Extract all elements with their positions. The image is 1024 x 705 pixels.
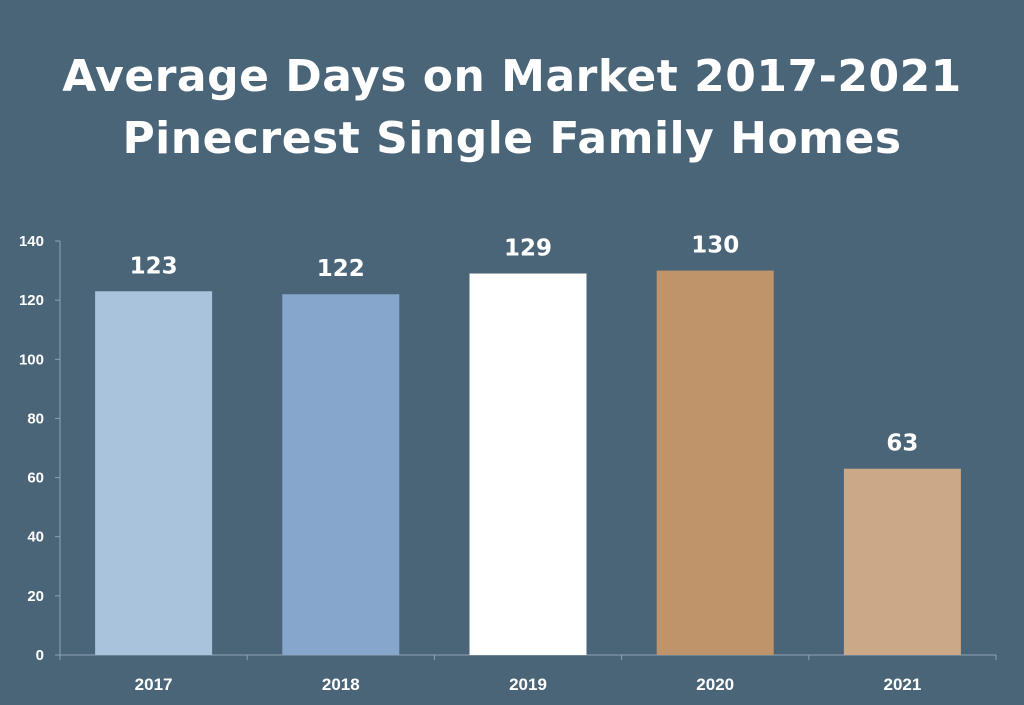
data-label-2017: 123 <box>130 253 178 279</box>
y-tick-label: 20 <box>27 588 44 605</box>
data-label-2021: 63 <box>886 431 918 457</box>
y-tick-label: 140 <box>19 233 44 250</box>
y-axis: 0 20 40 60 80 100 120 140 <box>19 233 61 664</box>
chart-title: Average Days on Market 2017-2021 <box>62 51 962 102</box>
y-tick-label: 100 <box>19 351 44 368</box>
bars <box>95 270 961 655</box>
x-tick-label-2018: 2018 <box>322 675 360 694</box>
data-labels: 123 122 129 130 63 <box>130 233 919 457</box>
y-tick-label: 0 <box>36 647 44 664</box>
bar-2018 <box>282 294 400 655</box>
x-tick-label-2019: 2019 <box>509 675 547 694</box>
chart-title-block: Average Days on Market 2017-2021 Pinecre… <box>0 46 1024 170</box>
y-tick-label: 60 <box>27 470 44 487</box>
bar-2021 <box>843 468 961 655</box>
data-label-2018: 122 <box>317 256 365 282</box>
data-label-2020: 130 <box>691 233 739 259</box>
x-tick-label-2021: 2021 <box>883 675 921 694</box>
x-tick-label-2020: 2020 <box>696 675 734 694</box>
y-tick-label: 40 <box>27 529 44 546</box>
bar-2019 <box>469 273 587 655</box>
chart-subtitle: Pinecrest Single Family Homes <box>122 113 902 164</box>
x-axis: 2017 2018 2019 2020 2021 <box>59 654 997 694</box>
bar-2020 <box>656 270 774 655</box>
data-label-2019: 129 <box>504 236 552 262</box>
y-tick-label: 120 <box>19 292 44 309</box>
y-tick-label: 80 <box>27 410 44 427</box>
x-tick-label-2017: 2017 <box>135 675 173 694</box>
bar-2017 <box>95 291 213 655</box>
